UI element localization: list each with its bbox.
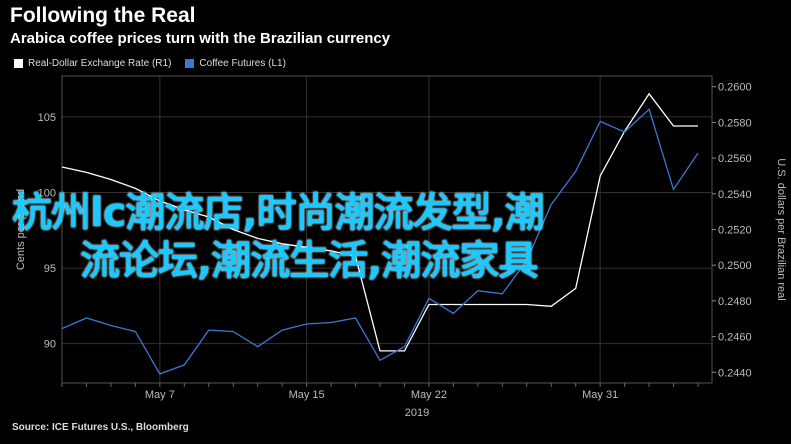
right-tick-label: 0.2480 [718, 296, 752, 308]
x-tick-label: May 15 [289, 389, 325, 401]
legend: Real-Dollar Exchange Rate (R1) Coffee Fu… [14, 58, 300, 69]
right-tick-label: 0.2560 [718, 153, 752, 165]
right-tick-label: 0.2580 [718, 117, 752, 129]
legend-item-coffee-futures: Coffee Futures (L1) [185, 58, 286, 69]
legend-swatch-coffee-futures [185, 59, 195, 68]
series-line-exchange-rate [61, 92, 698, 352]
right-tick-label: 0.2500 [718, 260, 752, 272]
legend-label-coffee-futures: Coffee Futures (L1) [199, 58, 286, 69]
series-line-coffee-futures [61, 108, 699, 375]
left-tick-label: 90 [44, 339, 56, 351]
overlay-text-line-1: 杭州lc潮流店,时尚潮流发型,潮 [12, 190, 545, 236]
right-tick-label: 0.2540 [718, 189, 752, 201]
left-tick-label: 100 [38, 187, 56, 199]
x-tick-label: May 31 [582, 389, 618, 401]
right-tick-label: 0.2520 [718, 225, 752, 237]
chart-title: Following the Real [10, 4, 196, 27]
left-tick-label: 95 [44, 263, 56, 275]
right-tick-label: 0.2460 [718, 332, 752, 344]
left-axis-label: Cents per pound [15, 189, 27, 270]
x-group-label: 2019 [405, 407, 429, 419]
legend-item-exchange-rate: Real-Dollar Exchange Rate (R1) [14, 58, 171, 69]
legend-swatch-exchange-rate [14, 59, 23, 68]
source-note: Source: ICE Futures U.S., Bloomberg [12, 422, 189, 433]
x-tick-label: May 22 [411, 389, 447, 401]
legend-label-exchange-rate: Real-Dollar Exchange Rate (R1) [28, 58, 172, 69]
right-tick-label: 0.2600 [718, 82, 752, 94]
right-axis-label: U.S. dollars per Brazilian real [775, 158, 787, 300]
right-tick-label: 0.2440 [718, 367, 752, 379]
overlay-text-line-2: 流论坛,潮流生活,潮流家具 [80, 238, 538, 284]
x-tick-label: May 7 [145, 389, 175, 401]
left-tick-label: 105 [38, 112, 56, 124]
chart-subtitle: Arabica coffee prices turn with the Braz… [10, 30, 391, 47]
